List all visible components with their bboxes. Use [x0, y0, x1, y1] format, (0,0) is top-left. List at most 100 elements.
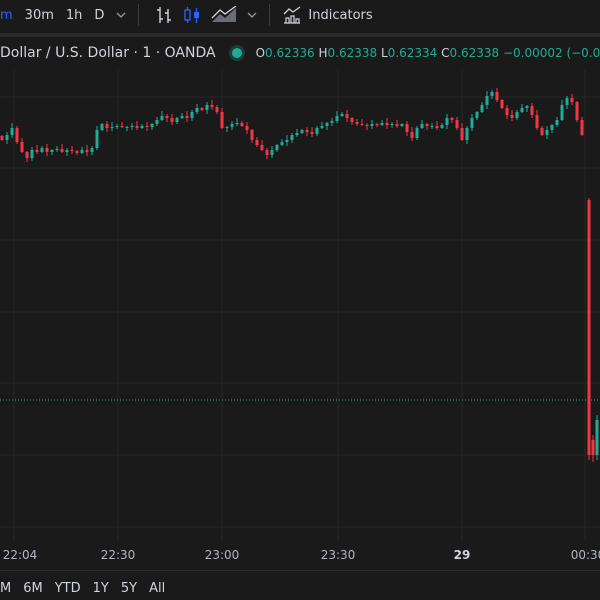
- candle-down: [245, 126, 249, 130]
- candle-up: [565, 98, 569, 105]
- candle-down: [580, 120, 584, 135]
- candlestick-icon[interactable]: [183, 5, 201, 25]
- candle-up: [440, 125, 444, 128]
- range-all[interactable]: All: [149, 581, 166, 596]
- candle-up: [560, 105, 564, 120]
- candle-down: [405, 124, 409, 132]
- symbol-title[interactable]: Dollar / U.S. Dollar · 1 · OANDA: [0, 45, 216, 61]
- candle-down: [310, 132, 314, 134]
- open-label: O: [255, 46, 266, 60]
- candle-up: [390, 124, 394, 125]
- candle-up: [10, 128, 14, 135]
- x-tick-label: 23:00: [204, 548, 240, 562]
- candle-down: [15, 128, 19, 142]
- candle-down: [70, 150, 74, 151]
- candle-down: [375, 124, 379, 125]
- candle-up: [285, 140, 289, 142]
- candle-up: [270, 150, 274, 155]
- candle-up: [340, 114, 344, 116]
- low-label: L: [380, 46, 388, 60]
- candle-down: [510, 115, 514, 118]
- candle-up: [130, 126, 134, 127]
- candle-down: [35, 150, 39, 152]
- interval-1h[interactable]: 1h: [65, 7, 83, 23]
- candle-down: [220, 112, 224, 128]
- candle-down: [210, 105, 214, 107]
- candle-up: [515, 112, 519, 118]
- candle-down: [265, 150, 269, 155]
- candle-down: [495, 92, 499, 100]
- candle-up: [490, 92, 494, 96]
- x-tick-label: 22:04: [2, 548, 38, 562]
- candle-down: [345, 114, 349, 118]
- range-bar: M 6M YTD 1Y 5Y All: [0, 581, 177, 596]
- candle-up: [100, 124, 104, 130]
- candle-up: [280, 142, 284, 145]
- candle-up: [275, 145, 279, 150]
- close-label: C: [441, 46, 450, 60]
- candle-up: [325, 123, 329, 126]
- candle-down: [305, 130, 309, 132]
- range-ytd[interactable]: YTD: [54, 581, 81, 596]
- change-value: −0.00002 (−0.0: [502, 46, 600, 60]
- candle-up: [330, 121, 334, 123]
- candle-down: [500, 100, 504, 108]
- candle-down: [570, 98, 574, 102]
- candle-up: [400, 124, 404, 126]
- candle-down: [60, 149, 64, 152]
- candle-down: [425, 124, 429, 126]
- toolbar-divider: [0, 33, 600, 37]
- candle-up: [115, 126, 119, 127]
- range-m[interactable]: M: [0, 581, 12, 596]
- indicators-button[interactable]: Indicators: [308, 7, 373, 23]
- candle-down: [255, 140, 259, 145]
- chevron-down-icon[interactable]: [116, 12, 126, 18]
- candle-down: [25, 152, 29, 158]
- candle-down: [75, 151, 79, 153]
- x-tick-label: 00:30: [570, 548, 600, 562]
- candle-down: [395, 124, 399, 126]
- candle-up: [480, 105, 484, 112]
- candle-up: [475, 112, 479, 118]
- range-6m[interactable]: 6M: [23, 581, 43, 596]
- range-1y[interactable]: 1Y: [92, 581, 109, 596]
- candle-up: [195, 108, 199, 112]
- candle-up: [545, 130, 549, 135]
- candle-up: [140, 126, 144, 128]
- candle-up: [295, 133, 299, 135]
- high-label: H: [318, 46, 328, 60]
- candle-up: [160, 116, 164, 120]
- open-value: 0.62336: [265, 46, 315, 60]
- range-5y[interactable]: 5Y: [120, 581, 138, 596]
- interval-30m[interactable]: 30m: [24, 7, 54, 23]
- candle-up: [175, 118, 179, 122]
- chevron-down-icon[interactable]: [247, 12, 257, 18]
- indicators-icon[interactable]: [282, 5, 302, 25]
- candle-up: [550, 125, 554, 130]
- candle-up: [180, 116, 184, 118]
- interval-1m[interactable]: m: [0, 7, 13, 23]
- candle-up: [525, 106, 529, 108]
- candle-down: [20, 142, 24, 152]
- close-value: 0.62338: [449, 46, 500, 60]
- candle-up: [230, 124, 234, 127]
- candle-up: [320, 126, 324, 128]
- area-chart-icon[interactable]: [211, 6, 237, 24]
- candle-down: [135, 126, 139, 128]
- divider: [138, 4, 140, 26]
- bar-chart-icon[interactable]: [155, 5, 173, 25]
- candle-up: [300, 130, 304, 133]
- candle-up: [380, 123, 384, 125]
- candle-down: [350, 118, 354, 122]
- candle-down: [535, 115, 539, 128]
- candle-down: [385, 123, 389, 125]
- interval-d[interactable]: D: [94, 7, 105, 23]
- candle-down: [587, 200, 591, 455]
- candle-up: [55, 149, 59, 150]
- candle-up: [110, 127, 114, 128]
- candle-down: [435, 126, 439, 128]
- candle-up: [595, 420, 599, 455]
- candle-down: [365, 125, 369, 126]
- candle-down: [410, 132, 414, 138]
